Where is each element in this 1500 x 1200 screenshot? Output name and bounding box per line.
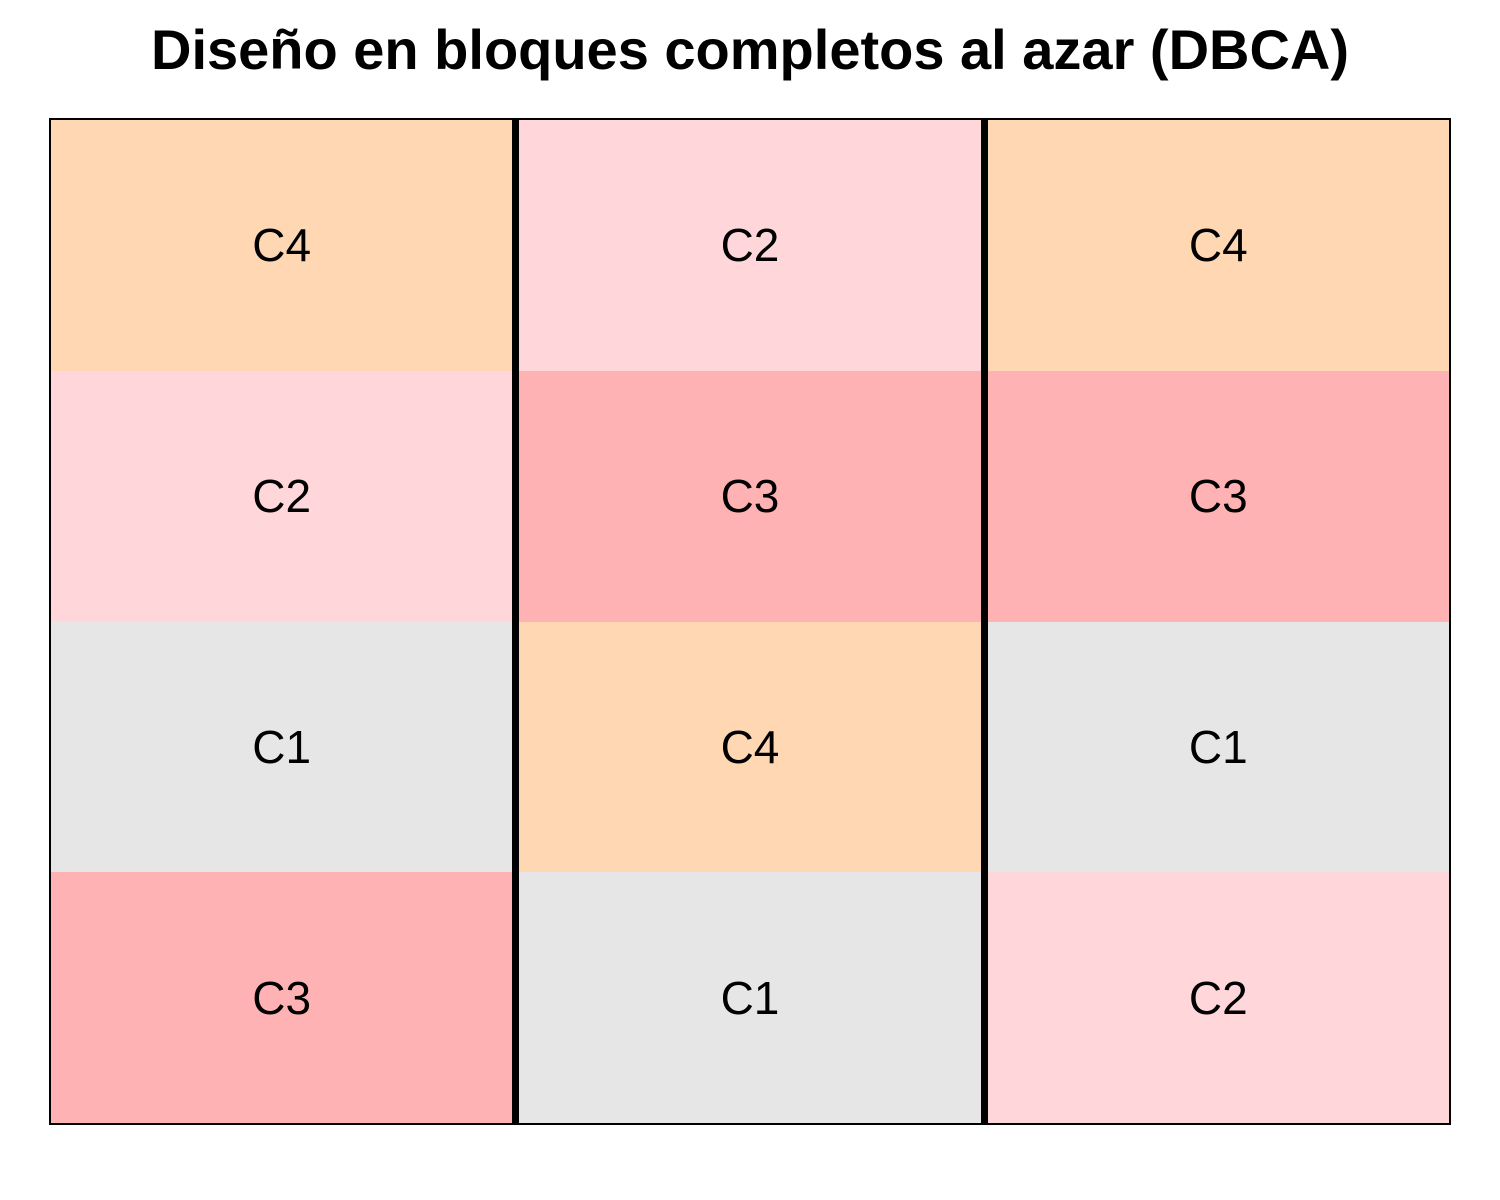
plot: C1 [987,621,1449,873]
plot: C4 [987,120,1449,371]
plot: C3 [987,370,1449,622]
plot: C2 [519,120,981,371]
field-layout: C4 C2 C1 C3 C2 C3 C4 C1 C4 C3 C1 C2 [49,118,1451,1125]
plot: C3 [51,872,513,1123]
block-2: C2 C3 C4 C1 [512,120,981,1123]
block-1: C4 C2 C1 C3 [51,120,513,1123]
plot: C3 [519,370,981,622]
plot: C1 [519,872,981,1123]
plot: C2 [987,872,1449,1123]
plot: C4 [51,120,513,371]
plot: C4 [519,621,981,873]
block-3: C4 C3 C1 C2 [980,120,1449,1123]
plot: C1 [51,621,513,873]
diagram-title: Diseño en bloques completos al azar (DBC… [151,18,1349,81]
plot: C2 [51,370,513,622]
